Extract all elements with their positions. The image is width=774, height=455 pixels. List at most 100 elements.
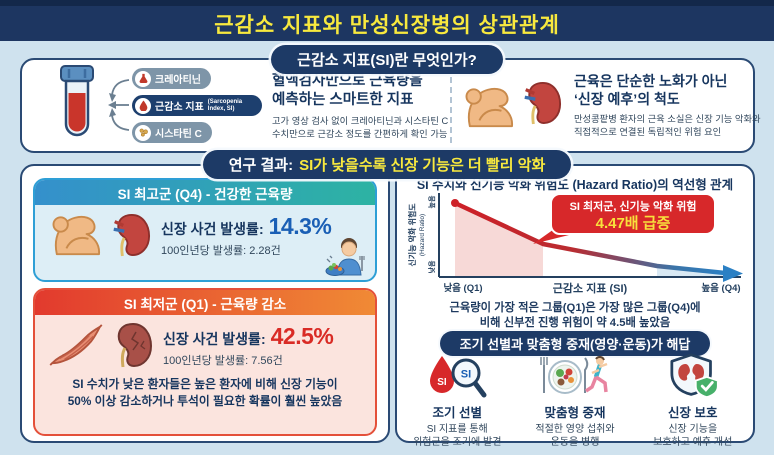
callout-line1: SI 최저군, 신기능 악화 위험: [570, 199, 697, 213]
smart-index-heading-line2: 예측하는 스마트한 지표: [272, 91, 414, 108]
result-header-prefix: 연구 결과:: [228, 157, 294, 174]
solution-columns: SI SI 조기 선별 SI 지표를 통해 위험군을 조기에 발견: [397, 353, 753, 449]
q1-stats: 신장 사건 발생률: 42.5% 100인년당 발생률: 7.56건: [163, 322, 334, 368]
molecule-icon: [135, 124, 151, 141]
kidney-protection-desc-line2: 보호하고 예후 개선: [653, 437, 733, 448]
q1-card-header: SI 최저군 (Q1) - 근육량 감소: [35, 290, 375, 315]
q1-card-body: 신장 사건 발생률: 42.5% 100인년당 발생률: 7.56건: [35, 315, 375, 369]
q4-substat: 100인년당 발생률: 2.28건: [161, 244, 281, 257]
nutrition-exercise-icon: [540, 356, 608, 394]
prognosis-heading-line1: 근육은 단순한 노화가 아닌: [574, 73, 728, 89]
q4-card-header: SI 최고군 (Q4) - 건강한 근육량: [35, 180, 375, 205]
q1-note-line2: 50% 이상 감소하거나 투석이 필요한 확률이 훨씬 높았음: [67, 393, 343, 408]
kidney-protection-title: 신장 보호: [668, 406, 718, 420]
smart-index-heading: 혈액검사만으로 근육량을 예측하는 스마트한 지표: [272, 72, 448, 110]
section-si-header-label: 근감소 지표(SI)란 무엇인가?: [297, 52, 477, 69]
kidney-shield-icon: [670, 353, 719, 399]
chart-low-si-region: [455, 203, 543, 277]
section-result-header: 연구 결과: SI가 낮을수록 신장 기능은 더 빨리 악화: [202, 150, 572, 179]
tube-marker-labels: 크레아티닌 근감소 지표 (Sarcopenia Index, SI) 시스타틴: [132, 68, 262, 149]
q1-header-text: SI 최저군 (Q1) - 근육량 감소: [123, 296, 287, 312]
q4-card-body: 신장 사건 발생률: 14.3% 100인년당 발생률: 2.28건: [35, 205, 375, 259]
callout-box: [550, 193, 716, 235]
q4-header-text: SI 최고군 (Q4) - 건강한 근육량: [117, 186, 293, 202]
q1-note: SI 수치가 낮은 환자들은 높은 환자에 비해 신장 기능이 50% 이상 감…: [35, 376, 375, 409]
cystatin-label: 시스타틴 C: [132, 122, 212, 143]
solution-intervention: 맞춤형 중재 적절한 영양 섭취와 운동을 병행: [518, 356, 633, 449]
smart-index-body-line2: 수치만으로 근감소 정도를 간편하게 확인 가능: [272, 128, 448, 139]
smart-index-heading-line1: 혈액검사만으로 근육량을: [272, 73, 423, 89]
section-divider: [450, 67, 452, 143]
chart-title: SI 수치와 신기능 악화 위험도 (Hazard Ratio)의 역선형 관계: [416, 178, 734, 192]
creatinine-label-text: 크레아티닌: [155, 75, 201, 86]
result-header-highlight: SI가 낮을수록 신장 기능은 더 빨리 악화: [299, 157, 546, 174]
intervention-desc: 적절한 영양 섭취와 운동을 병행: [518, 423, 633, 449]
chart-note: 근육량이 가장 적은 그룹(Q1)은 가장 많은 그룹(Q4)에 비해 신부전 …: [397, 301, 753, 331]
chart-x-axis-label: 근감소 지표 (SI): [553, 281, 628, 295]
chart-y-tick-low: 낮음: [427, 260, 436, 273]
trend-arrow-head: [723, 265, 743, 282]
early-screening-title: 조기 선별: [432, 406, 482, 420]
drop-si-text: SI: [438, 377, 448, 388]
prognosis-body: 만성콩팥병 환자의 근육 소실은 신장 기능 악화와 직접적으로 연결된 독립적…: [574, 113, 761, 139]
hazard-ratio-chart: 높음 낮음 신기능 악화 위험도 (Hazard Ratio) SI 최저군, …: [407, 193, 743, 295]
prognosis-heading-line2: ‘신장 예후’의 척도: [574, 91, 680, 108]
blood-test-tube-icon: [60, 65, 94, 137]
si-label-subtext: (Sarcopenia Index, SI): [207, 99, 243, 112]
sarcopenia-index-label: 근감소 지표 (Sarcopenia Index, SI): [132, 95, 262, 116]
smart-index-body: 고가 영상 검사 없이 크레아티닌과 시스타틴 C 수치만으로 근감소 정도를 …: [272, 115, 448, 141]
early-screening-desc: SI 지표를 통해 위험군을 조기에 발견: [400, 423, 515, 449]
solution-kidney-protection: 신장 보호 신장 기능을 보호하고 예후 개선: [635, 353, 750, 449]
prognosis-heading: 근육은 단순한 노화가 아닌 ‘신장 예후’의 척도: [574, 72, 761, 108]
si-label-text: 근감소 지표: [155, 102, 204, 113]
creatinine-label: 크레아티닌: [132, 68, 211, 89]
result-groups-panel: SI 최고군 (Q4) - 건강한 근육량 신장 사건 발생률:: [20, 164, 390, 443]
trend-start-point: [451, 199, 459, 207]
q4-stat-label: 신장 사건 발생률:: [161, 220, 264, 237]
q4-stat-value: 14.3%: [268, 212, 332, 239]
chart-y-tick-high: 높음: [427, 195, 436, 208]
damaged-kidney-icon: [117, 322, 153, 368]
page-title: 근감소 지표와 만성신장병의 상관관계: [214, 13, 560, 37]
q1-stat-label: 신장 사건 발생률:: [163, 330, 266, 347]
intervention-desc-line2: 운동을 병행: [550, 437, 600, 448]
early-screening-desc-line1: SI 지표를 통해: [426, 424, 488, 435]
callout-line2: 4.47배 급증: [596, 215, 671, 232]
prognosis-body-line2: 직접적으로 연결된 독립적인 위험 요인: [574, 127, 722, 138]
prognosis-body-line1: 만성콩팥병 환자의 근육 소실은 신장 기능 악화와: [574, 114, 761, 125]
chart-x-tick-left: 낮음 (Q1): [443, 282, 482, 294]
chart-y-axis-sublabel: (Hazard Ratio): [419, 214, 426, 256]
q1-substat: 100인년당 발생률: 7.56건: [163, 354, 283, 367]
kidney-protection-desc: 신장 기능을 보호하고 예후 개선: [635, 423, 750, 449]
healthy-muscle-icon: [52, 215, 100, 256]
kidney-icon: [524, 81, 562, 125]
q1-stat-value: 42.5%: [270, 322, 334, 349]
q1-group-card: SI 최저군 (Q1) - 근육량 감소 신장 사건 발생률: [33, 288, 377, 436]
q4-group-card: SI 최고군 (Q4) - 건강한 근육량 신장 사건 발생률:: [33, 178, 377, 282]
label-arrows-icon: [108, 79, 130, 131]
muscle-arm-icon: [465, 87, 513, 128]
solution-early-screening: SI SI 조기 선별 SI 지표를 통해 위험군을 조기에 발견: [400, 356, 515, 449]
prognosis-text: 근육은 단순한 노화가 아닌 ‘신장 예후’의 척도 만성콩팥병 환자의 근육 …: [574, 72, 761, 139]
section-si-header: 근감소 지표(SI)란 무엇인가?: [271, 45, 503, 74]
solution-header: 조기 선별과 맞춤형 중재(영양·운동)가 해답: [439, 331, 711, 356]
cystatin-label-text: 시스타틴 C: [155, 129, 202, 140]
healthy-eating-person-icon: [325, 238, 365, 276]
intervention-title: 맞춤형 중재: [544, 406, 606, 420]
chart-note-line1: 근육량이 가장 적은 그룹(Q1)은 가장 많은 그룹(Q4)에: [449, 302, 701, 314]
flask-icon: [135, 70, 151, 87]
early-screening-desc-line2: 위험군을 조기에 발견: [413, 437, 502, 448]
chart-solution-panel: SI 수치와 신기능 악화 위험도 (Hazard Ratio)의 역선형 관계…: [395, 164, 755, 448]
si-drop-magnifier-icon: SI SI: [430, 356, 487, 398]
chart-note-line2: 비해 신부전 진행 위험이 약 4.5배 높았음: [479, 316, 671, 329]
smart-index-body-line1: 고가 영상 검사 없이 크레아티닌과 시스타틴 C: [272, 115, 449, 126]
hazard-trend-line: [454, 200, 726, 276]
kidney-protection-desc-line1: 신장 기능을: [668, 424, 718, 435]
lens-si-text: SI: [461, 369, 471, 381]
intervention-desc-line1: 적절한 영양 섭취와: [535, 424, 615, 435]
q1-note-line1: SI 수치가 낮은 환자들은 높은 환자에 비해 신장 기능이: [72, 377, 338, 391]
blood-drop-icon: [135, 97, 151, 114]
q4-stats: 신장 사건 발생률: 14.3% 100인년당 발생률: 2.28건: [161, 212, 332, 258]
chart-x-tick-right: 높음 (Q4): [701, 283, 740, 294]
